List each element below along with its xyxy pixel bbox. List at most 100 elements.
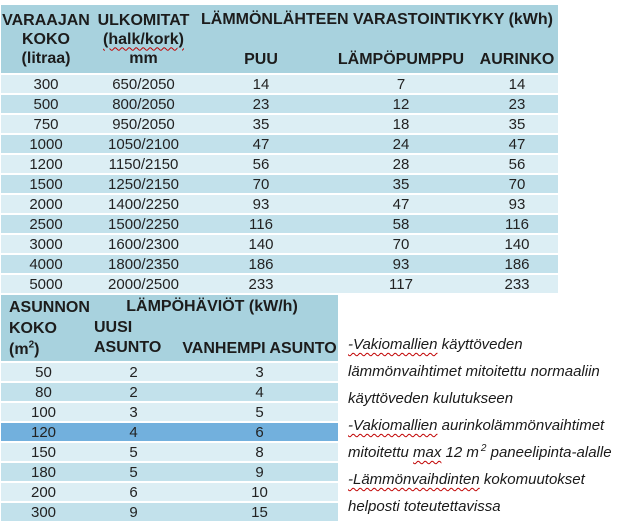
- table-row: 1500 1250/2150 70 35 70: [1, 174, 559, 194]
- cell-pumppu: 93: [326, 254, 476, 274]
- cell-puu: 186: [196, 254, 326, 274]
- note-line: -Lämmönvaihdinten kokomuutokset: [348, 466, 612, 493]
- cell-uusi: 2: [86, 382, 181, 402]
- cell-koko: 1500: [1, 174, 91, 194]
- header-line: KOKO (m2): [9, 318, 86, 360]
- cell-vanhempi: 9: [181, 462, 339, 482]
- note-line: helposti toteutettavissa: [348, 493, 612, 520]
- table-subheader-row: UUSI ASUNTO VANHEMPI ASUNTO: [1, 318, 339, 362]
- header-line-spellchecked: (halk/kork): [103, 30, 184, 48]
- cell-puu: 93: [196, 194, 326, 214]
- note-line: -Vakiomallien käyttöveden: [348, 331, 612, 358]
- cell-uusi: 3: [86, 402, 181, 422]
- cell-aurinko: 47: [476, 134, 559, 154]
- cell-puu: 70: [196, 174, 326, 194]
- cell-mitat: 1600/2300: [91, 234, 196, 254]
- table-row: 5000 2000/2500 233 117 233: [1, 274, 559, 293]
- cell-uusi: 9: [86, 502, 181, 521]
- table-row: 750 950/2050 35 18 35: [1, 114, 559, 134]
- heat-loss-table-body: 50 2 3 80 2 4 100 3 5 120 4 6 150 5 8 180 5 9 200 6 10…: [1, 362, 339, 521]
- cell-mitat: 1800/2350: [91, 254, 196, 274]
- cell-pumppu: 58: [326, 214, 476, 234]
- cell-koko: 5000: [1, 274, 91, 293]
- cell-koko: 80: [1, 382, 86, 402]
- header-text: ): [34, 340, 40, 358]
- header-line: ASUNNON: [9, 298, 90, 316]
- table-row: 1200 1150/2150 56 28 56: [1, 154, 559, 174]
- header-line: mm: [129, 49, 158, 67]
- cell-pumppu: 117: [326, 274, 476, 293]
- note-text: käyttöveden: [437, 336, 523, 353]
- note-text: lämmönvaihtimet mitoitettu normaaliin: [348, 363, 600, 380]
- cell-puu: 56: [196, 154, 326, 174]
- cell-mitat: 950/2050: [91, 114, 196, 134]
- notes-block: -Vakiomallien käyttöveden lämmönvaihtime…: [348, 331, 612, 520]
- cell-koko: 150: [1, 442, 86, 462]
- cell-uusi: 5: [86, 442, 181, 462]
- cell-aurinko: 23: [476, 94, 559, 114]
- note-text: käyttöveden kulutukseen: [348, 390, 514, 407]
- table-row: 50 2 3: [1, 362, 339, 382]
- table-row: 200 6 10: [1, 482, 339, 502]
- vanhempi-asunto-column-header: VANHEMPI ASUNTO: [181, 318, 339, 362]
- cell-uusi: 6: [86, 482, 181, 502]
- cell-mitat: 2000/2500: [91, 274, 196, 293]
- table-row: 2500 1500/2250 116 58 116: [1, 214, 559, 234]
- aurinko-column-header: AURINKO: [476, 45, 559, 74]
- cell-puu: 140: [196, 234, 326, 254]
- cell-mitat: 800/2050: [91, 94, 196, 114]
- cell-vanhempi: 5: [181, 402, 339, 422]
- heat-loss-table-header: ASUNNON KOKO (m2) LÄMPÖHÄVIÖT (kW/h) UUSI…: [1, 295, 339, 362]
- cell-koko: 50: [1, 362, 86, 382]
- cell-pumppu: 35: [326, 174, 476, 194]
- cell-koko: 1200: [1, 154, 91, 174]
- superscript: 2: [480, 443, 487, 454]
- table-row: 1000 1050/2100 47 24 47: [1, 134, 559, 154]
- note-text: paneelipinta-alalle: [486, 444, 612, 461]
- cell-puu: 116: [196, 214, 326, 234]
- cell-pumppu: 70: [326, 234, 476, 254]
- highlighted-table-row: 120 4 6: [1, 422, 339, 442]
- lampopumppu-column-header: LÄMPÖPUMPPU: [326, 45, 476, 74]
- table-row: 300 650/2050 14 7 14: [1, 74, 559, 94]
- cell-uusi: 4: [86, 422, 181, 442]
- table-row: 80 2 4: [1, 382, 339, 402]
- cell-puu: 35: [196, 114, 326, 134]
- cell-pumppu: 24: [326, 134, 476, 154]
- note-text-spellchecked: -Lämmönvaihdinten: [348, 471, 480, 488]
- cell-aurinko: 56: [476, 154, 559, 174]
- cell-koko: 2500: [1, 214, 91, 234]
- cell-pumppu: 12: [326, 94, 476, 114]
- puu-column-header: PUU: [196, 45, 326, 74]
- uusi-asunto-column-header: UUSI ASUNTO: [86, 318, 181, 362]
- note-text: 12 m: [441, 444, 479, 461]
- storage-table-header: VARAAJAN KOKO (litraa) ULKOMITAT (halk/kork…: [1, 5, 559, 74]
- header-text: KOKO (m: [9, 319, 57, 358]
- storage-table-body: 300 650/2050 14 7 14 500 800/2050 23 12 23 750 95…: [1, 74, 559, 293]
- note-text: aurinkolämmönvaihtimet: [437, 417, 605, 434]
- table-subheader-row: PUU LÄMPÖPUMPPU AURINKO: [1, 45, 559, 74]
- cell-puu: 23: [196, 94, 326, 114]
- table-row: 2000 1400/2250 93 47 93: [1, 194, 559, 214]
- table-header-row: ASUNNON KOKO (m2) LÄMPÖHÄVIÖT (kW/h): [1, 295, 339, 362]
- cell-vanhempi: 3: [181, 362, 339, 382]
- cell-mitat: 1500/2250: [91, 214, 196, 234]
- cell-koko: 750: [1, 114, 91, 134]
- cell-aurinko: 233: [476, 274, 559, 293]
- cell-vanhempi: 6: [181, 422, 339, 442]
- note-text: mitoitettu: [348, 444, 414, 461]
- header-line: ASUNTO: [94, 339, 162, 356]
- cell-vanhempi: 15: [181, 502, 339, 521]
- cell-aurinko: 140: [476, 234, 559, 254]
- cell-vanhempi: 10: [181, 482, 339, 502]
- cell-pumppu: 18: [326, 114, 476, 134]
- table-row: 150 5 8: [1, 442, 339, 462]
- heat-loss-table: ASUNNON KOKO (m2) LÄMPÖHÄVIÖT (kW/h) UUSI…: [1, 295, 339, 521]
- cell-vanhempi: 8: [181, 442, 339, 462]
- cell-uusi: 5: [86, 462, 181, 482]
- note-text-spellchecked: max: [413, 444, 442, 461]
- cell-koko: 120: [1, 422, 86, 442]
- cell-pumppu: 28: [326, 154, 476, 174]
- cell-mitat: 1150/2150: [91, 154, 196, 174]
- note-text-spellchecked: -Vakiomallien: [348, 336, 438, 353]
